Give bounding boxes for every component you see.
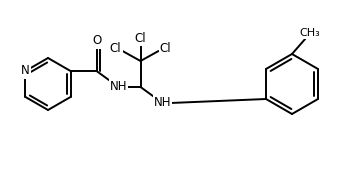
Text: NH: NH <box>154 97 171 109</box>
Text: CH₃: CH₃ <box>300 28 320 38</box>
Text: Cl: Cl <box>135 31 146 45</box>
Text: Cl: Cl <box>110 42 121 56</box>
Text: O: O <box>92 34 101 48</box>
Text: Cl: Cl <box>160 42 171 56</box>
Text: NH: NH <box>110 81 127 93</box>
Text: N: N <box>21 65 30 77</box>
